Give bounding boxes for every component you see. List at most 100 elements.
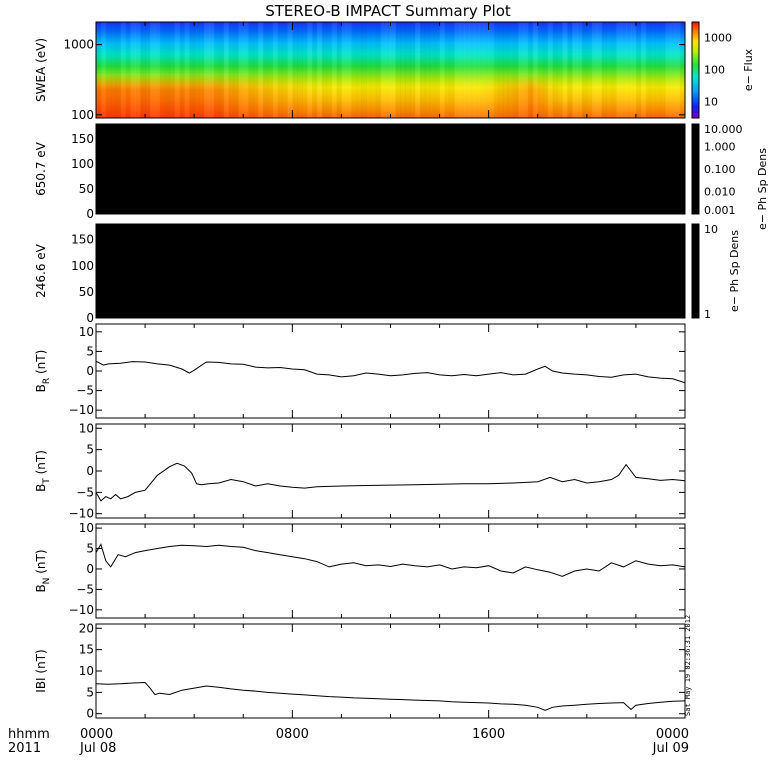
- swea-streak: [174, 22, 180, 118]
- colorbar-tick-label: 1.000: [704, 141, 736, 154]
- x-tick-label-date: Jul 08: [79, 741, 116, 756]
- y-axis-label: 650.7 eV: [34, 141, 48, 196]
- swea-streak: [665, 22, 671, 118]
- swea-streak: [547, 22, 553, 118]
- swea-streak: [660, 22, 665, 118]
- swea-streak: [478, 22, 485, 118]
- swea-streak: [532, 22, 539, 118]
- swea-streak: [410, 22, 416, 118]
- swea-streak: [616, 22, 622, 118]
- y-tick-label: 5: [86, 542, 94, 556]
- swea-streak: [154, 22, 161, 118]
- swea-streak: [277, 22, 284, 118]
- series-line-bt: [95, 462, 686, 502]
- swea-streak: [587, 22, 592, 118]
- swea-streak: [542, 22, 549, 118]
- swea-streak: [626, 22, 632, 118]
- colorbar-tick-label: 100: [704, 63, 725, 76]
- swea-streak: [267, 22, 274, 118]
- swea-streak: [503, 22, 509, 118]
- swea-streak: [424, 22, 431, 118]
- colorbar-tick-label: 1000: [704, 31, 732, 44]
- series-line-br: [95, 360, 686, 384]
- swea-streak: [538, 22, 543, 118]
- colorbar-swea: [691, 21, 700, 119]
- swea-streak: [400, 22, 406, 118]
- y-tick-label: 0: [86, 464, 94, 478]
- panel-bt: 10 5 0 −5 −10 BT (nT): [34, 421, 686, 521]
- x-tick-label-time: 1600: [472, 727, 505, 742]
- swea-streak: [331, 22, 338, 118]
- swea-streak: [371, 22, 376, 118]
- colorbar-tick-label: 10: [704, 223, 718, 236]
- swea-streak: [233, 22, 239, 118]
- swea-streak: [508, 22, 514, 118]
- swea-streak: [473, 22, 480, 118]
- swea-streak: [675, 22, 681, 118]
- swea-streak: [483, 22, 490, 118]
- panel-frame-br: [95, 323, 686, 419]
- swea-streak: [567, 22, 573, 118]
- series-line-bmag: [95, 681, 686, 711]
- swea-streak: [606, 22, 611, 118]
- swea-streak: [115, 22, 122, 118]
- x-tick-label-time: 0000: [80, 727, 113, 742]
- swea-streak: [459, 22, 465, 118]
- swea-streak: [100, 22, 107, 118]
- swea-streak: [557, 22, 562, 118]
- swea-streak: [523, 22, 529, 118]
- swea-streak: [214, 22, 219, 118]
- swea-streak: [169, 22, 176, 118]
- swea-streak: [640, 22, 647, 118]
- swea-streak: [656, 22, 661, 118]
- swea-streak: [272, 22, 279, 118]
- swea-streak: [292, 22, 298, 118]
- colorbar-tick-label: 10.000: [704, 123, 743, 136]
- swea-streak: [316, 22, 323, 118]
- swea-streak: [621, 22, 627, 118]
- y-tick-label: −10: [69, 403, 94, 417]
- y-tick-label: 0: [86, 207, 94, 221]
- swea-streak: [262, 22, 269, 118]
- panel-br: 10 5 0 −5 −10 BR (nT): [34, 323, 686, 419]
- swea-streak: [464, 22, 470, 118]
- swea-streak: [380, 22, 387, 118]
- swea-streak: [395, 22, 401, 118]
- swea-streak: [631, 22, 637, 118]
- y-tick-label: 100: [71, 259, 94, 273]
- swea-streak: [611, 22, 616, 118]
- swea-streak: [562, 22, 568, 118]
- colorbar-tick-label: 0.010: [704, 186, 736, 199]
- y-tick-label: 5: [86, 344, 94, 358]
- swea-streak: [405, 22, 411, 118]
- swea-streak: [444, 22, 449, 118]
- swea-streak: [203, 22, 210, 118]
- swea-streak: [160, 22, 165, 118]
- swea-streak: [581, 22, 588, 118]
- swea-streak: [287, 22, 293, 118]
- panel-swea: 1000 100 SWEA (eV) 1000 100 10 e− Flux: [34, 21, 755, 122]
- swea-streak: [184, 22, 190, 118]
- swea-streak: [385, 22, 391, 118]
- y-tick-label: 20: [79, 621, 94, 635]
- swea-streak: [135, 22, 141, 118]
- swea-streak: [356, 22, 362, 118]
- swea-streak: [513, 22, 519, 118]
- colorbar-label: e− Ph Sp Dens: [756, 148, 769, 230]
- swea-streak: [120, 22, 126, 118]
- swea-streak: [140, 22, 146, 118]
- y-tick-label: −5: [76, 582, 94, 596]
- x-tick-label-date: Jul 09: [652, 741, 689, 756]
- swea-streak: [164, 22, 171, 118]
- swea-streak: [577, 22, 583, 118]
- swea-streak: [366, 22, 371, 118]
- y-tick-label: −10: [69, 507, 94, 521]
- swea-streak: [670, 22, 676, 118]
- panel-bn: 10 5 0 −5 −10 BN (nT): [34, 521, 686, 619]
- y-tick-label: 10: [79, 325, 94, 339]
- swea-streak: [253, 22, 258, 118]
- y-axis-label: BT (nT): [34, 450, 52, 492]
- y-tick-label: 150: [71, 132, 94, 146]
- swea-streak: [572, 22, 578, 118]
- y-tick-label: 0: [86, 707, 94, 721]
